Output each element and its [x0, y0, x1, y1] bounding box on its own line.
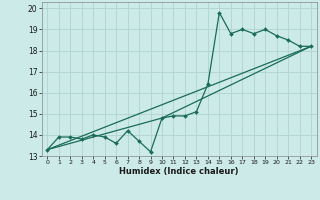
- X-axis label: Humidex (Indice chaleur): Humidex (Indice chaleur): [119, 167, 239, 176]
